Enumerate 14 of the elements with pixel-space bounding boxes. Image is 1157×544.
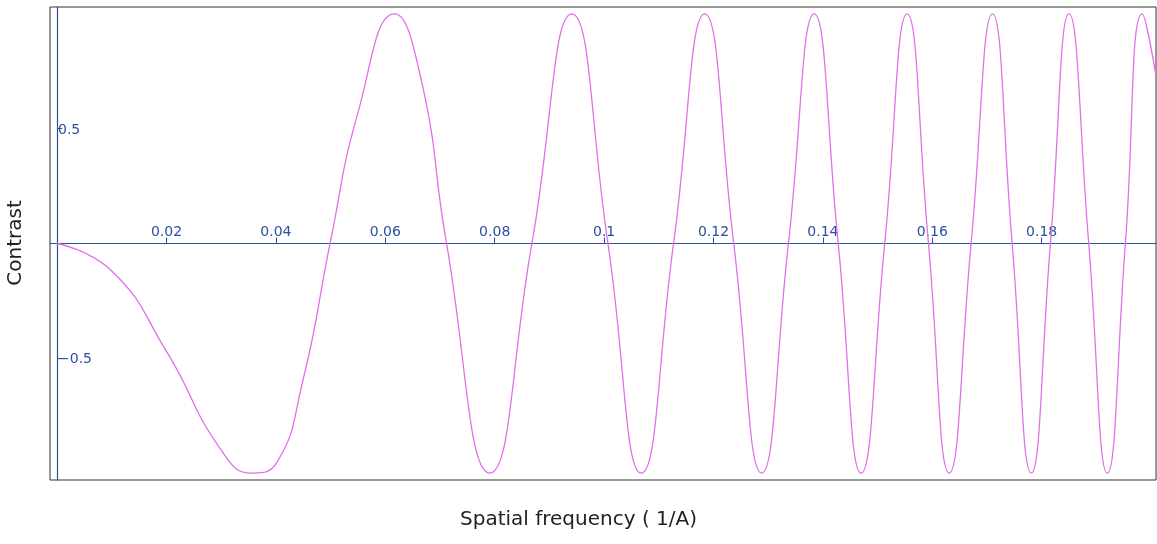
- x-tick-label: 0.04: [260, 222, 292, 239]
- x-tick-label: 0.02: [150, 222, 183, 239]
- x-tick-label: 0.12: [697, 222, 730, 239]
- x-tick-label: 0.16: [916, 222, 948, 239]
- y-tick-label: 0.5: [58, 120, 81, 137]
- x-tick-label: 0.08: [479, 222, 511, 239]
- y-axis-title: Contrast: [2, 200, 26, 286]
- x-tick-label: 0.1: [592, 222, 616, 239]
- x-axis-title: Spatial frequency ( 1/A): [460, 506, 697, 530]
- x-tick-label: 0.14: [807, 222, 839, 239]
- y-tick-label: −0.5: [58, 350, 92, 367]
- line-series: [56, 13, 1157, 474]
- x-tick-label: 0.18: [1026, 222, 1058, 239]
- x-tick-label: 0.06: [369, 222, 401, 239]
